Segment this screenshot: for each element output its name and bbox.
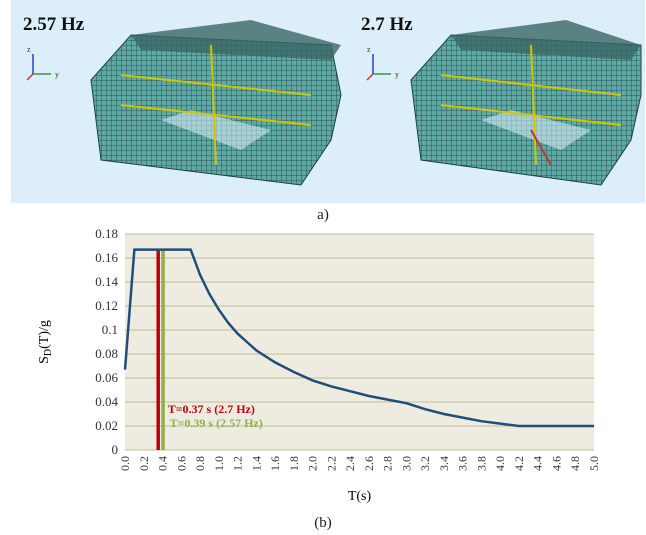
triad-z-label: z: [27, 45, 31, 54]
y-tick-label: 0.18: [95, 226, 118, 241]
period-markers: T=0.37 s (2.7 Hz)T=0.39 s (2.57 Hz): [156, 249, 263, 450]
x-tick-label: 0.0: [118, 456, 132, 471]
x-tick-label: 3.6: [456, 456, 470, 471]
x-tick-label: 2.0: [306, 456, 320, 471]
x-tick-label: 2.6: [362, 456, 376, 471]
y-tick-label: 0.12: [95, 298, 118, 313]
x-tick-label: 4.0: [493, 456, 507, 471]
x-tick-label: 3.0: [399, 456, 413, 471]
x-tick-label: 1.2: [231, 456, 245, 471]
triad-z-label: z: [367, 45, 371, 54]
x-tick-label: 1.4: [249, 456, 263, 471]
triad-y-label: y: [395, 70, 399, 79]
x-tick-label: 1.0: [212, 456, 226, 471]
x-tick-label: 4.4: [531, 456, 545, 471]
y-tick-label: 0.04: [95, 394, 118, 409]
y-tick-label: 0.08: [95, 346, 118, 361]
triad-y-label: y: [55, 70, 59, 79]
mode-1-building: [90, 20, 342, 186]
x-tick-label: 3.4: [437, 456, 451, 471]
y-tick-label: 0.16: [95, 250, 118, 265]
x-tick-label: 2.8: [381, 456, 395, 471]
y-tick-label: 0.1: [102, 322, 118, 337]
period-marker-label: T=0.39 s (2.57 Hz): [170, 416, 263, 430]
x-tick-label: 3.2: [418, 456, 432, 471]
y-tick-label: 0.14: [95, 274, 118, 289]
x-tick-label: 5.0: [587, 456, 601, 471]
x-axis-label: T(s): [348, 489, 372, 504]
mode-2-frequency-label: 2.7 Hz: [361, 14, 413, 35]
x-axis-ticks: 0.0 0.2 0.4 0.6 0.8 1.0 1.2 1.4 1.6 1.8 2.0 2.2 2.4 2…: [118, 456, 601, 471]
x-tick-label: 4.6: [549, 456, 563, 471]
x-tick-label: 0.8: [193, 456, 207, 471]
x-tick-label: 1.6: [268, 456, 282, 471]
period-marker-label: T=0.37 s (2.7 Hz): [168, 402, 255, 416]
mode-shapes-panel: 2.57 Hz 2.7 Hz z y z y: [11, 0, 645, 203]
y-tick-label: 0: [112, 442, 119, 457]
x-tick-label: 0.2: [137, 456, 151, 471]
x-tick-label: 4.2: [512, 456, 526, 471]
x-tick-label: 0.4: [156, 456, 170, 471]
x-tick-label: 2.2: [324, 456, 338, 471]
caption-a: a): [317, 207, 329, 223]
y-axis-ticks: 0 0.02 0.04 0.06 0.08 0.1 0.12 0.14 0.16 0.18: [95, 226, 118, 457]
axis-triad-icon: z y: [366, 45, 399, 81]
x-tick-label: 2.4: [343, 456, 357, 471]
mode-2-building: [410, 20, 642, 186]
response-spectrum-chart: 0 0.02 0.04 0.06 0.08 0.1 0.12 0.14 0.16 0.18 0.0…: [37, 226, 601, 504]
plot-area: [125, 234, 594, 450]
y-tick-label: 0.06: [95, 370, 118, 385]
y-tick-label: 0.02: [95, 418, 118, 433]
x-tick-label: 1.8: [287, 456, 301, 471]
x-tick-label: 3.8: [474, 456, 488, 471]
axis-triad-icon: z y: [26, 45, 59, 81]
x-tick-label: 0.6: [174, 456, 188, 471]
y-axis-label: SD(T)/g: [37, 320, 54, 364]
spectrum-line: [123, 248, 594, 428]
mode-1-frequency-label: 2.57 Hz: [23, 14, 85, 35]
caption-b: (b): [314, 515, 332, 531]
x-tick-label: 4.8: [568, 456, 582, 471]
grid-lines: [125, 233, 594, 451]
